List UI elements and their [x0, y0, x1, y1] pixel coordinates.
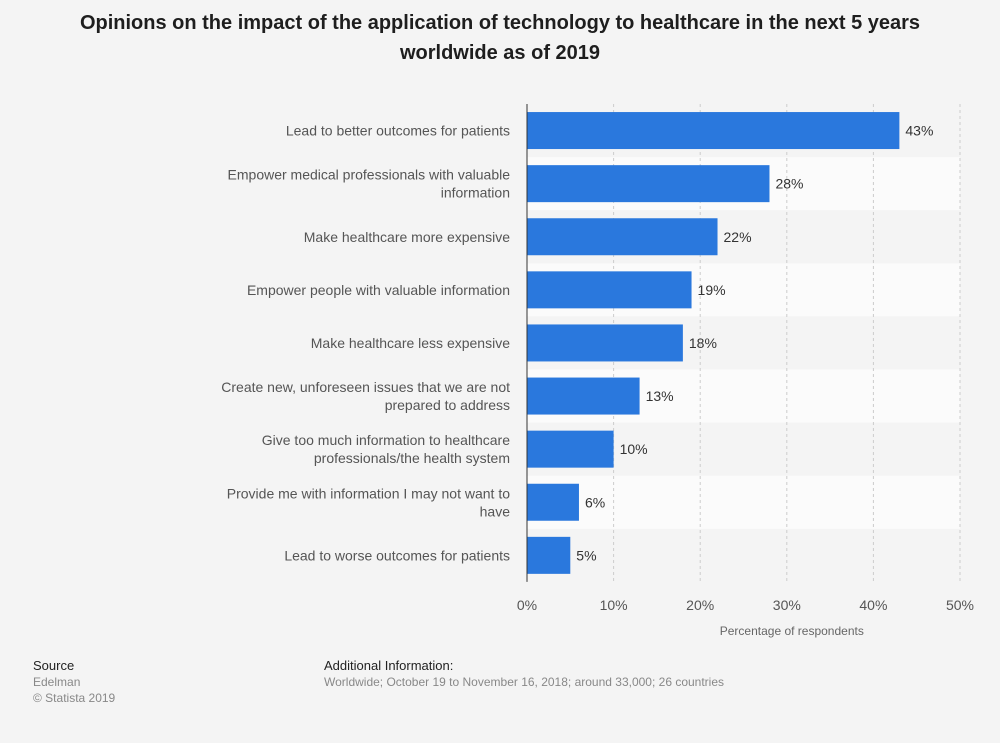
- bar[interactable]: [527, 218, 718, 256]
- data-label: 22%: [724, 229, 752, 245]
- x-tick-labels: 0% 10% 20% 30% 40% 50%: [517, 597, 974, 613]
- x-tick-label: 20%: [686, 597, 714, 613]
- bar[interactable]: [527, 377, 640, 415]
- data-label: 43%: [905, 123, 933, 139]
- value-labels: 43% 28% 22% 19% 18% 13% 10% 6% 5%: [576, 123, 933, 564]
- data-label: 28%: [775, 176, 803, 192]
- data-label: 10%: [620, 441, 648, 457]
- category-label: Lead to better outcomes for patients: [286, 123, 510, 139]
- info-text: Worldwide; October 19 to November 16, 20…: [324, 675, 725, 689]
- bar[interactable]: [527, 483, 579, 521]
- copyright: © Statista 2019: [33, 691, 116, 705]
- row-stripe: [527, 475, 960, 529]
- category-label: Lead to worse outcomes for patients: [284, 547, 510, 563]
- x-tick-label: 30%: [773, 597, 801, 613]
- bar[interactable]: [527, 271, 692, 309]
- data-label: 18%: [689, 335, 717, 351]
- source-name[interactable]: Edelman: [33, 675, 81, 689]
- source-heading: Source: [33, 658, 75, 673]
- bar[interactable]: [527, 536, 571, 574]
- category-label: Make healthcare more expensive: [304, 229, 510, 245]
- category-label: Empower people with valuable information: [247, 282, 510, 298]
- info-heading: Additional Information:: [324, 658, 454, 673]
- info-block: Additional Information: Worldwide; Octob…: [324, 658, 724, 690]
- bar[interactable]: [527, 112, 900, 150]
- data-label: 5%: [576, 547, 596, 563]
- source-block: Source Edelman © Statista 2019: [33, 658, 115, 706]
- bars: [527, 112, 900, 574]
- x-tick-label: 0%: [517, 597, 537, 613]
- data-label: 6%: [585, 494, 605, 510]
- bar[interactable]: [527, 324, 683, 362]
- bar[interactable]: [527, 165, 770, 203]
- data-label: 13%: [646, 388, 674, 404]
- category-label: Make healthcare less expensive: [311, 335, 510, 351]
- category-label: Empower medical professionals with valua…: [228, 167, 511, 201]
- x-tick-label: 50%: [946, 597, 974, 613]
- category-label: Give too much information to healthcare p…: [262, 432, 510, 466]
- category-label: Create new, unforeseen issues that we ar…: [221, 379, 510, 413]
- category-labels: Lead to better outcomes for patients Empo…: [221, 123, 510, 564]
- data-label: 19%: [698, 282, 726, 298]
- x-tick-label: 40%: [859, 597, 887, 613]
- chart-title: Opinions on the impact of the applicatio…: [79, 12, 921, 64]
- x-tick-label: 10%: [600, 597, 628, 613]
- x-axis-title: Percentage of respondents: [720, 624, 864, 638]
- bar[interactable]: [527, 430, 614, 468]
- category-label: Provide me with information I may not wa…: [227, 485, 510, 519]
